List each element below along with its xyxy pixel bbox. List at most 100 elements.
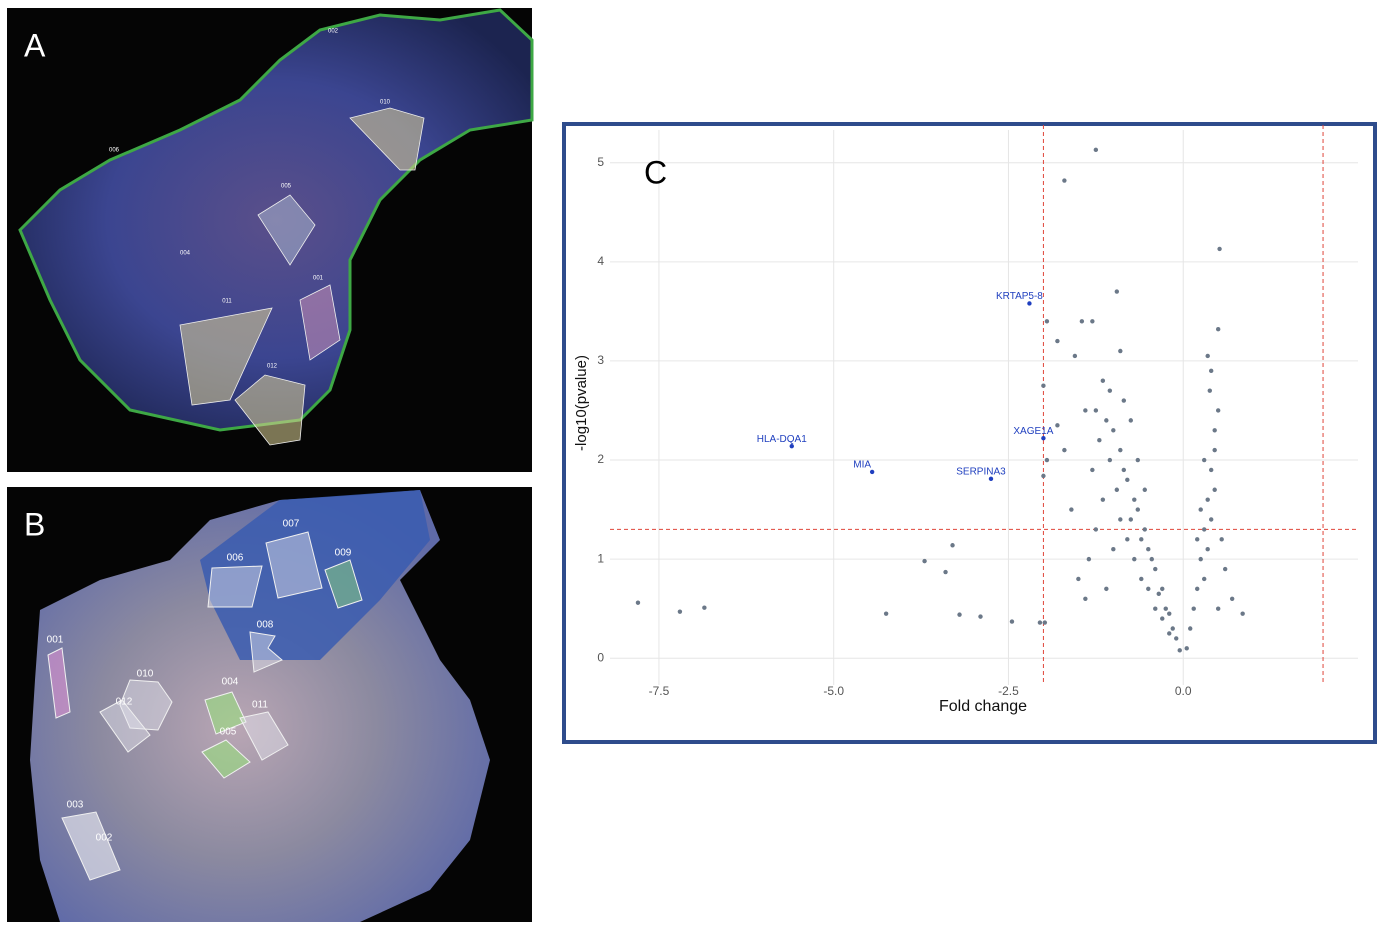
labeled-point bbox=[869, 469, 875, 475]
roi bbox=[239, 711, 289, 761]
roi-label: 010 bbox=[137, 669, 154, 680]
point bbox=[1132, 556, 1137, 562]
labeled-point bbox=[988, 476, 994, 482]
point bbox=[1062, 447, 1067, 453]
point bbox=[1142, 527, 1147, 532]
point-label: SERPINA3 bbox=[956, 466, 1006, 477]
x-tick-label: -2.5 bbox=[998, 684, 1019, 698]
point bbox=[1222, 566, 1228, 572]
point bbox=[1215, 606, 1221, 611]
roi bbox=[207, 565, 263, 608]
point bbox=[1114, 289, 1120, 294]
point bbox=[1111, 428, 1116, 433]
point bbox=[1097, 438, 1102, 443]
roi-label: 003 bbox=[67, 800, 84, 811]
roi-label: 011 bbox=[222, 299, 232, 305]
point bbox=[1215, 408, 1221, 413]
roi bbox=[257, 194, 316, 266]
roi bbox=[179, 307, 273, 406]
point bbox=[677, 609, 683, 614]
point bbox=[1184, 646, 1189, 651]
roi-label: 002 bbox=[96, 833, 113, 844]
point bbox=[950, 543, 955, 548]
point bbox=[1128, 517, 1134, 522]
point bbox=[1055, 338, 1060, 344]
y-tick-label: 3 bbox=[597, 353, 604, 367]
point bbox=[1083, 408, 1088, 413]
point bbox=[922, 558, 927, 564]
roi bbox=[61, 811, 121, 881]
roi bbox=[249, 631, 283, 673]
roi bbox=[349, 107, 425, 171]
point bbox=[1205, 547, 1210, 552]
point bbox=[1202, 576, 1207, 582]
point bbox=[1202, 457, 1207, 463]
point bbox=[1146, 586, 1151, 592]
roi-label: 010 bbox=[380, 100, 391, 106]
panel-b: B bbox=[7, 487, 532, 922]
point bbox=[957, 612, 962, 617]
point bbox=[1118, 447, 1123, 453]
point bbox=[1055, 423, 1060, 428]
point bbox=[1153, 566, 1158, 572]
point bbox=[1160, 616, 1165, 621]
point bbox=[1114, 487, 1120, 492]
roi bbox=[201, 739, 251, 779]
point bbox=[1090, 319, 1095, 324]
point bbox=[1170, 626, 1175, 631]
point bbox=[1093, 527, 1099, 532]
x-tick-label: -7.5 bbox=[649, 684, 670, 698]
point bbox=[1188, 626, 1193, 631]
roi bbox=[204, 691, 247, 735]
point bbox=[1156, 591, 1161, 597]
point bbox=[1135, 457, 1140, 463]
y-tick-label: 5 bbox=[597, 155, 604, 169]
point bbox=[1212, 428, 1217, 433]
roi-label: 012 bbox=[116, 697, 133, 708]
roi-label: 012 bbox=[267, 364, 278, 370]
point bbox=[1118, 517, 1123, 522]
point-label: KRTAP5-8 bbox=[996, 291, 1043, 302]
point bbox=[1076, 576, 1081, 582]
point bbox=[1198, 507, 1203, 512]
point bbox=[1044, 457, 1050, 463]
point bbox=[702, 605, 707, 610]
point bbox=[1111, 547, 1116, 552]
point bbox=[1215, 327, 1221, 332]
point bbox=[1083, 596, 1088, 601]
point bbox=[1212, 447, 1217, 453]
panel-label: B bbox=[24, 506, 45, 542]
roi-label: 008 bbox=[257, 620, 274, 631]
roi-label: 009 bbox=[335, 548, 352, 559]
point bbox=[1072, 353, 1078, 359]
point bbox=[1160, 586, 1165, 592]
roi bbox=[324, 559, 363, 609]
point bbox=[1132, 497, 1137, 502]
point-label: XAGE1A bbox=[1013, 426, 1053, 437]
point bbox=[1163, 606, 1168, 611]
plot-area: -7.5 -5.0 -2.5 0.0 0 1 2 3 4 5 KRTAP5-8 XAGE1A HLA-D… bbox=[597, 125, 1358, 698]
point bbox=[1042, 620, 1048, 625]
roi-label: 001 bbox=[313, 276, 324, 282]
point bbox=[1208, 467, 1214, 473]
point bbox=[1146, 547, 1151, 552]
point bbox=[1128, 418, 1134, 423]
roi bbox=[99, 699, 151, 753]
roi bbox=[234, 374, 306, 446]
point bbox=[1118, 348, 1123, 354]
tissue-region bbox=[200, 490, 430, 660]
chart-frame bbox=[562, 122, 1377, 744]
y-tick-label: 0 bbox=[597, 650, 604, 664]
roi bbox=[47, 647, 71, 719]
point bbox=[1208, 517, 1214, 522]
point bbox=[1240, 611, 1245, 616]
roi bbox=[119, 679, 173, 731]
y-tick-label: 1 bbox=[597, 551, 604, 565]
point bbox=[1037, 620, 1043, 625]
labeled-point bbox=[789, 443, 794, 449]
point bbox=[1219, 537, 1224, 542]
y-tick-label: 2 bbox=[597, 452, 604, 466]
panel-label: C bbox=[644, 154, 667, 190]
roi-label: 001 bbox=[47, 635, 64, 646]
